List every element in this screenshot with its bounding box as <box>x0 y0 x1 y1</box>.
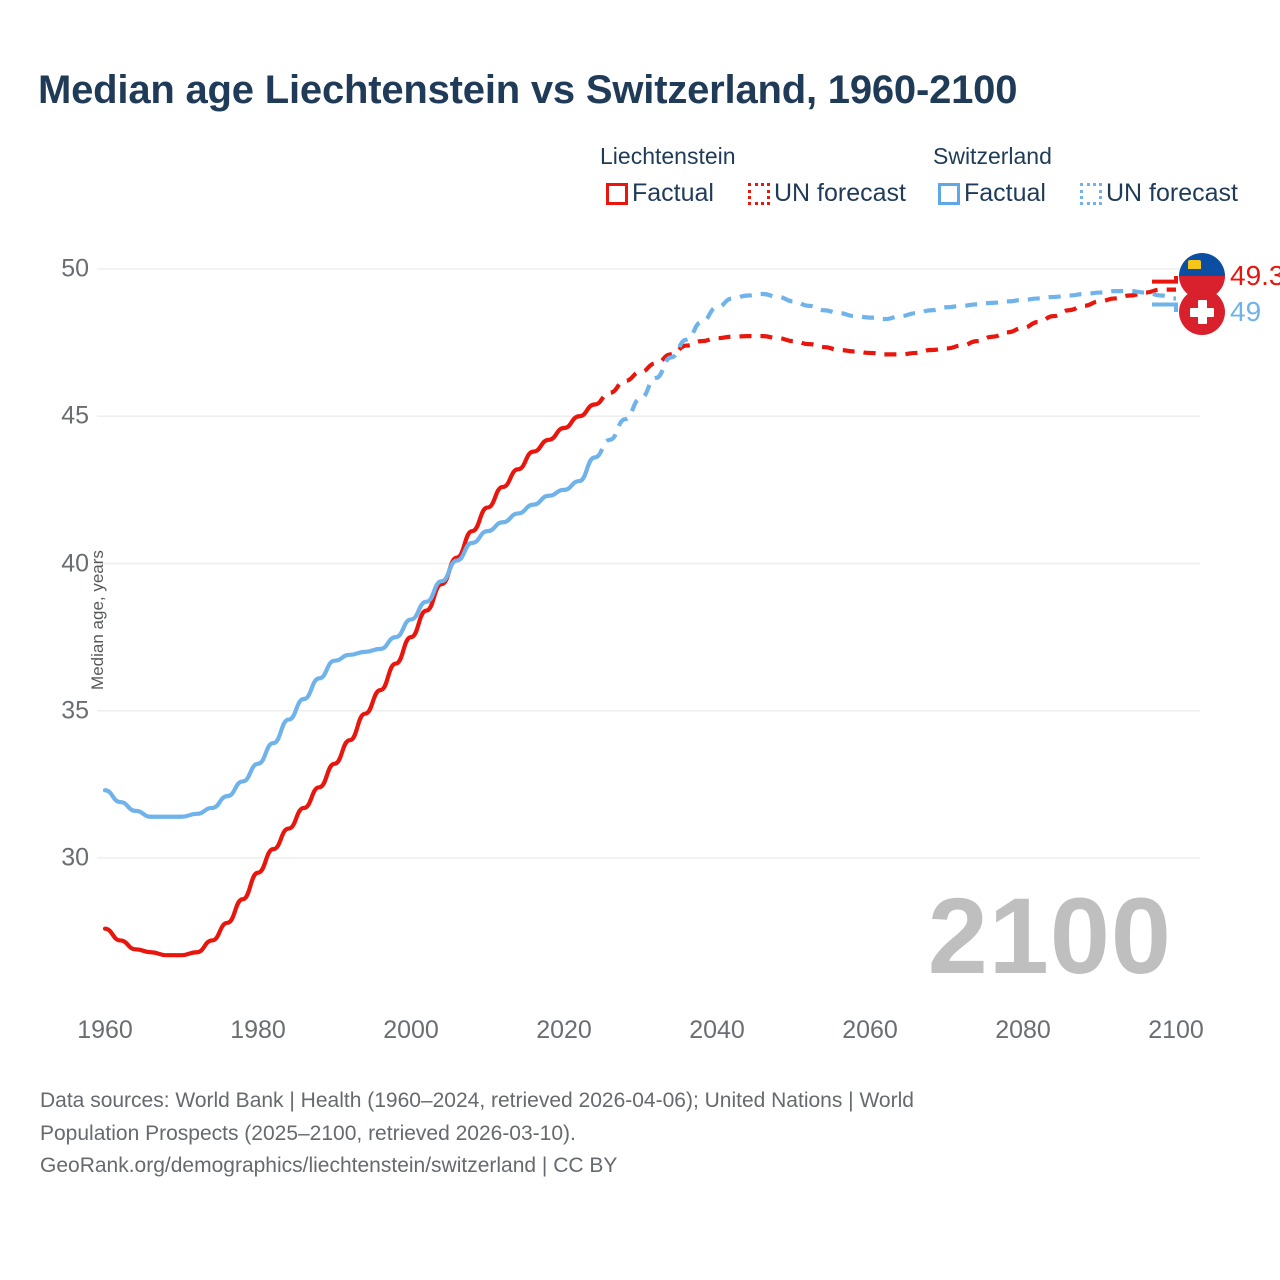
legend-label-switzerland-forecast: UN forecast <box>1106 179 1238 207</box>
legend-label-liechtenstein-forecast: UN forecast <box>774 179 906 207</box>
x-tick-2060: 2060 <box>842 1016 898 1044</box>
end-marker-liechtenstein: 49.3 <box>1179 253 1280 299</box>
legend-swatch-solid-red-icon <box>606 182 628 205</box>
legend-label-switzerland-factual: Factual <box>964 179 1046 207</box>
x-tick-2020: 2020 <box>536 1016 592 1044</box>
x-tick-1980: 1980 <box>230 1016 286 1044</box>
chart-legend: Liechtenstein Switzerland Factual UN for… <box>600 143 1250 213</box>
chart-footer: Data sources: World Bank | Health (1960–… <box>40 1085 1220 1183</box>
y-tick-35: 35 <box>61 696 89 725</box>
y-tick-50: 50 <box>61 254 89 283</box>
footer-line-3[interactable]: GeoRank.org/demographics/liechtenstein/s… <box>40 1154 618 1178</box>
year-watermark: 2100 <box>927 875 1172 996</box>
legend-item-switzerland-factual[interactable]: Factual <box>938 179 1046 208</box>
x-tick-1960: 1960 <box>77 1016 133 1044</box>
y-axis-title: Median age, years <box>88 550 107 690</box>
x-tick-2100: 2100 <box>1148 1016 1204 1044</box>
chart-title: Median age Liechtenstein vs Switzerland,… <box>38 68 1018 112</box>
footer-line-2: Population Prospects (2025–2100, retriev… <box>40 1121 576 1145</box>
legend-item-liechtenstein-factual[interactable]: Factual <box>606 179 714 208</box>
legend-swatch-dotted-blue-icon <box>1080 182 1102 205</box>
y-tick-30: 30 <box>61 843 89 872</box>
legend-item-liechtenstein-forecast[interactable]: UN forecast <box>748 179 906 208</box>
legend-swatch-solid-blue-icon <box>938 182 960 205</box>
y-tick-40: 40 <box>61 549 89 577</box>
legend-group-liechtenstein: Liechtenstein <box>600 143 736 169</box>
x-tick-2000: 2000 <box>383 1016 439 1044</box>
end-value-liechtenstein: 49.3 <box>1230 260 1280 291</box>
y-tick-45: 45 <box>61 401 89 430</box>
end-marker-switzerland: 49 <box>1179 289 1261 335</box>
legend-group-switzerland: Switzerland <box>933 143 1052 169</box>
x-tick-2080: 2080 <box>995 1016 1051 1044</box>
plot-area: 30 35 40 45 50 1960 1980 2000 2020 2040 2060 2080 2… <box>61 253 1280 1044</box>
plot-svg <box>97 268 1200 958</box>
legend-item-switzerland-forecast[interactable]: UN forecast <box>1080 179 1238 208</box>
end-value-switzerland: 49 <box>1230 296 1262 327</box>
legend-label-liechtenstein-factual: Factual <box>632 179 714 207</box>
footer-line-1: Data sources: World Bank | Health (1960–… <box>40 1089 914 1112</box>
legend-swatch-dotted-red-icon <box>748 182 770 205</box>
x-tick-2040: 2040 <box>689 1016 745 1044</box>
flag-switzerland-icon <box>1179 289 1225 335</box>
